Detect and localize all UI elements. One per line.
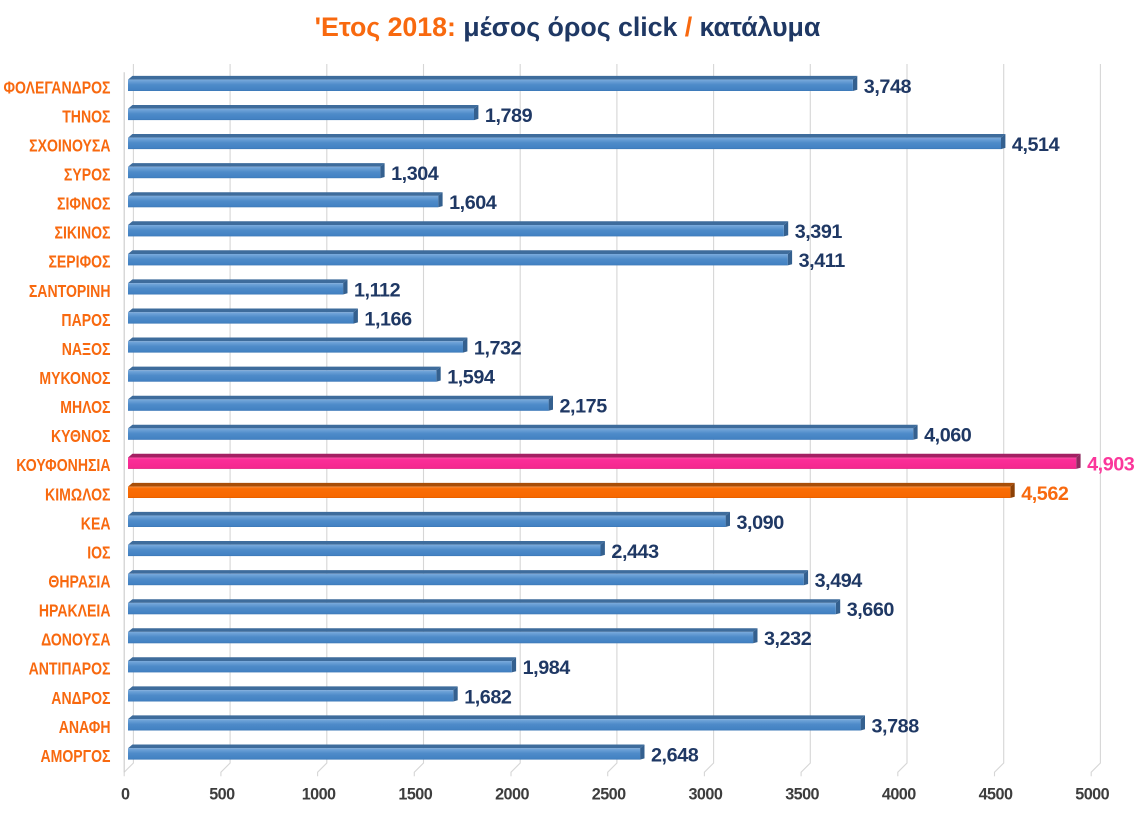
svg-text:'Ετος 2018: μέσος όρος click /: 'Ετος 2018: μέσος όρος click / κατάλυμα — [315, 12, 821, 42]
svg-text:3,232: 3,232 — [764, 628, 812, 650]
svg-text:1,789: 1,789 — [485, 105, 533, 127]
svg-text:1,984: 1,984 — [523, 657, 571, 679]
svg-text:3,391: 3,391 — [795, 221, 843, 243]
svg-text:ΚΥΘΝΟΣ: ΚΥΘΝΟΣ — [51, 428, 111, 447]
svg-text:ΣΕΡΙΦΟΣ: ΣΕΡΙΦΟΣ — [48, 253, 110, 272]
svg-text:0: 0 — [121, 786, 130, 804]
svg-text:1,732: 1,732 — [474, 337, 522, 359]
svg-text:5000: 5000 — [1075, 786, 1109, 804]
svg-text:ΣΧΟΙΝΟΥΣΑ: ΣΧΟΙΝΟΥΣΑ — [29, 137, 111, 156]
svg-text:ΤΗΝΟΣ: ΤΗΝΟΣ — [62, 108, 111, 127]
svg-text:ΑΝΑΦΗ: ΑΝΑΦΗ — [59, 718, 111, 737]
svg-text:3,748: 3,748 — [864, 76, 912, 98]
svg-text:ΣΙΚΙΝΟΣ: ΣΙΚΙΝΟΣ — [55, 224, 111, 243]
svg-text:ΝΑΞΟΣ: ΝΑΞΟΣ — [62, 341, 111, 360]
svg-text:ΑΝΔΡΟΣ: ΑΝΔΡΟΣ — [51, 689, 111, 708]
svg-text:500: 500 — [209, 786, 235, 804]
svg-text:2,443: 2,443 — [611, 541, 659, 563]
svg-text:2,648: 2,648 — [651, 744, 699, 766]
svg-text:1,604: 1,604 — [449, 192, 497, 214]
svg-text:ΦΟΛΕΓΑΝΔΡΟΣ: ΦΟΛΕΓΑΝΔΡΟΣ — [4, 79, 111, 98]
svg-text:3,411: 3,411 — [799, 250, 846, 272]
svg-text:2,175: 2,175 — [560, 396, 608, 418]
svg-text:ΑΜΟΡΓΟΣ: ΑΜΟΡΓΟΣ — [40, 748, 110, 767]
svg-text:ΚΟΥΦΟΝΗΣΙΑ: ΚΟΥΦΟΝΗΣΙΑ — [16, 457, 111, 476]
svg-text:1,112: 1,112 — [354, 279, 401, 301]
svg-text:ΚΙΜΩΛΟΣ: ΚΙΜΩΛΟΣ — [45, 486, 111, 505]
svg-text:3,090: 3,090 — [737, 512, 785, 534]
svg-text:1,304: 1,304 — [391, 163, 439, 185]
svg-text:3,494: 3,494 — [815, 570, 863, 592]
svg-text:4,060: 4,060 — [924, 425, 972, 447]
svg-text:ΣΙΦΝΟΣ: ΣΙΦΝΟΣ — [57, 195, 111, 214]
svg-text:4,514: 4,514 — [1012, 134, 1060, 156]
svg-text:ΚΕΑ: ΚΕΑ — [81, 515, 111, 534]
svg-text:ΜΗΛΟΣ: ΜΗΛΟΣ — [60, 399, 111, 418]
svg-text:1,594: 1,594 — [447, 367, 495, 389]
svg-text:3500: 3500 — [785, 786, 819, 804]
svg-text:ΘΗΡΑΣΙΑ: ΘΗΡΑΣΙΑ — [48, 573, 111, 592]
svg-text:1500: 1500 — [398, 786, 432, 804]
svg-text:ΣΥΡΟΣ: ΣΥΡΟΣ — [64, 166, 111, 185]
svg-text:ΗΡΑΚΛΕΙΑ: ΗΡΑΚΛΕΙΑ — [39, 602, 111, 621]
svg-text:4,903: 4,903 — [1087, 454, 1135, 476]
svg-text:1,682: 1,682 — [464, 686, 512, 708]
svg-text:ΣΑΝΤΟΡΙΝΗ: ΣΑΝΤΟΡΙΝΗ — [29, 282, 111, 301]
svg-text:1000: 1000 — [302, 786, 336, 804]
svg-text:ΙΟΣ: ΙΟΣ — [87, 544, 111, 563]
svg-text:4500: 4500 — [979, 786, 1013, 804]
svg-text:2000: 2000 — [495, 786, 529, 804]
svg-text:1,166: 1,166 — [364, 308, 412, 330]
svg-text:ΠΑΡΟΣ: ΠΑΡΟΣ — [61, 311, 110, 330]
svg-text:ΜΥΚΟΝΟΣ: ΜΥΚΟΝΟΣ — [39, 370, 110, 389]
svg-text:4,562: 4,562 — [1021, 483, 1069, 505]
svg-text:ΔΟΝΟΥΣΑ: ΔΟΝΟΥΣΑ — [41, 631, 111, 650]
svg-text:3000: 3000 — [688, 786, 722, 804]
svg-text:3,788: 3,788 — [872, 715, 920, 737]
svg-text:3,660: 3,660 — [847, 599, 895, 621]
svg-text:4000: 4000 — [882, 786, 916, 804]
svg-text:2500: 2500 — [592, 786, 626, 804]
svg-text:ΑΝΤΙΠΑΡΟΣ: ΑΝΤΙΠΑΡΟΣ — [29, 660, 111, 679]
